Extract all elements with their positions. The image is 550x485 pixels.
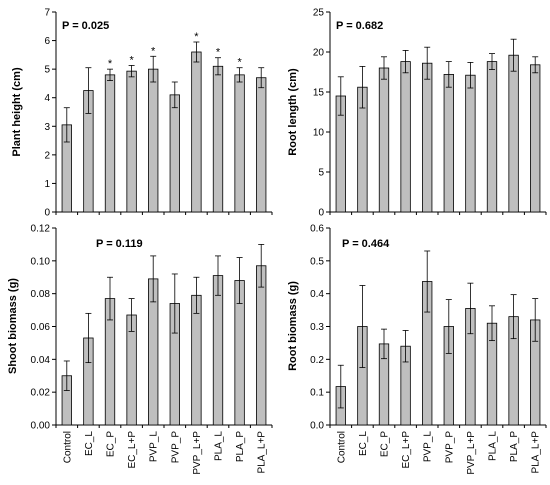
y-tick-label: 5 [318, 168, 324, 179]
y-tick-label: 0.6 [310, 224, 324, 235]
chart-panel-3: 0.00 0.02 0.04 0.06 0.08 0.10 0.12 Shoot biomas… [7, 224, 273, 475]
y-tick-label: 0 [44, 208, 50, 219]
bar-EC_P [104, 74, 116, 213]
y-tick-label: 0 [318, 208, 324, 219]
category-label: EC_P [380, 431, 391, 457]
y-tick-label: 1 [44, 179, 50, 190]
bar-PLA_P [508, 54, 519, 213]
category-label: EC_L+P [127, 431, 138, 469]
p-value-annotation: P = 0.025 [62, 20, 109, 32]
significance-mark: * [151, 45, 156, 57]
p-value-annotation: P = 0.464 [342, 238, 390, 250]
y-tick-label: 0.04 [31, 355, 51, 366]
bar-PVP_L+P [191, 294, 202, 426]
bar-PLA_P [234, 74, 245, 213]
bar-PVP_L+P [465, 74, 476, 213]
category-label: PVP_P [170, 431, 181, 464]
y-tick-label: 0.02 [31, 388, 51, 399]
significance-mark: * [237, 57, 242, 69]
category-label: PLA_L [214, 431, 225, 461]
category-label: EC_P [106, 431, 117, 457]
y-tick-label: 0.12 [31, 224, 51, 235]
chart-panel-4: 0.0 0.1 0.2 0.3 0.4 0.5 0.6 Root biomass (g) P =… [287, 224, 547, 475]
y-tick-label: 3 [44, 122, 50, 133]
y-tick-label: 0.4 [310, 289, 324, 300]
y-tick-label: 5 [44, 65, 50, 76]
bar-PLA_L [486, 61, 498, 213]
y-tick-label: 0.1 [310, 388, 324, 399]
y-axis-label: Shoot biomass (g) [7, 278, 19, 374]
category-label: PLA_L+P [257, 431, 268, 474]
y-axis-label: Root length (cm) [287, 68, 299, 156]
category-label: PVP_L [423, 431, 434, 463]
category-label: PLA_L [488, 431, 499, 461]
category-label: EC_L+P [401, 431, 412, 469]
bar-PLA_L [212, 65, 224, 213]
y-tick-label: 2 [44, 150, 50, 161]
y-tick-label: 0.00 [31, 421, 51, 432]
y-tick-label: 6 [44, 36, 50, 47]
bar-PVP_L [148, 68, 159, 213]
bar-PLA_L+P [530, 64, 541, 213]
bar-EC_L+P [400, 61, 411, 213]
significance-mark: * [129, 54, 134, 66]
bar-PLA_L [212, 275, 224, 426]
bar-PVP_L [422, 62, 433, 213]
p-value-annotation: P = 0.119 [96, 238, 143, 250]
bar-PVP_L+P [191, 51, 202, 213]
bar-EC_P [378, 67, 390, 213]
significance-mark: * [216, 47, 221, 59]
category-label: Control [336, 431, 347, 463]
bar-EC_L+P [126, 70, 137, 213]
category-label: EC_L [84, 431, 95, 456]
category-label: PVP_L [149, 431, 160, 463]
p-value-annotation: P = 0.682 [336, 20, 383, 32]
y-tick-label: 7 [44, 8, 50, 19]
y-tick-label: 0.06 [31, 322, 51, 333]
category-label: PVP_L+P [192, 431, 203, 475]
chart-panel-2: 0 5 10 15 20 25 Root length (cm) P = 0.682 [287, 8, 547, 219]
category-label: Control [62, 431, 73, 463]
y-tick-label: 15 [313, 88, 325, 99]
y-tick-label: 0.0 [310, 421, 324, 432]
y-tick-label: 4 [44, 93, 50, 104]
category-label: PLA_P [509, 431, 520, 462]
bar-PLA_L+P [256, 265, 267, 426]
significance-mark: * [194, 31, 199, 43]
y-tick-label: 0.2 [310, 355, 324, 366]
bar-PLA_L+P [256, 77, 267, 213]
category-label: PVP_L+P [466, 431, 477, 475]
bar-PVP_P [443, 74, 454, 213]
y-tick-label: 10 [313, 128, 325, 139]
chart-panel-1: 0 1 2 3 4 5 6 7 Plant height (cm) P = 0.025 * * * * * * [11, 8, 273, 219]
y-tick-label: 25 [313, 8, 325, 19]
y-tick-label: 0.5 [310, 256, 324, 267]
y-axis-label: Plant height (cm) [11, 67, 23, 157]
y-axis-label: Root biomass (g) [287, 281, 299, 371]
category-label: PVP_P [444, 431, 455, 464]
y-tick-label: 0.08 [31, 289, 51, 300]
y-tick-label: 20 [313, 48, 325, 59]
significance-mark: * [108, 58, 113, 70]
bar-PVP_P [169, 94, 180, 213]
y-tick-label: 0.3 [310, 322, 324, 333]
category-label: PLA_L+P [531, 431, 542, 474]
category-label: PLA_P [235, 431, 246, 462]
y-tick-label: 0.10 [31, 256, 51, 267]
category-label: EC_L [358, 431, 369, 456]
